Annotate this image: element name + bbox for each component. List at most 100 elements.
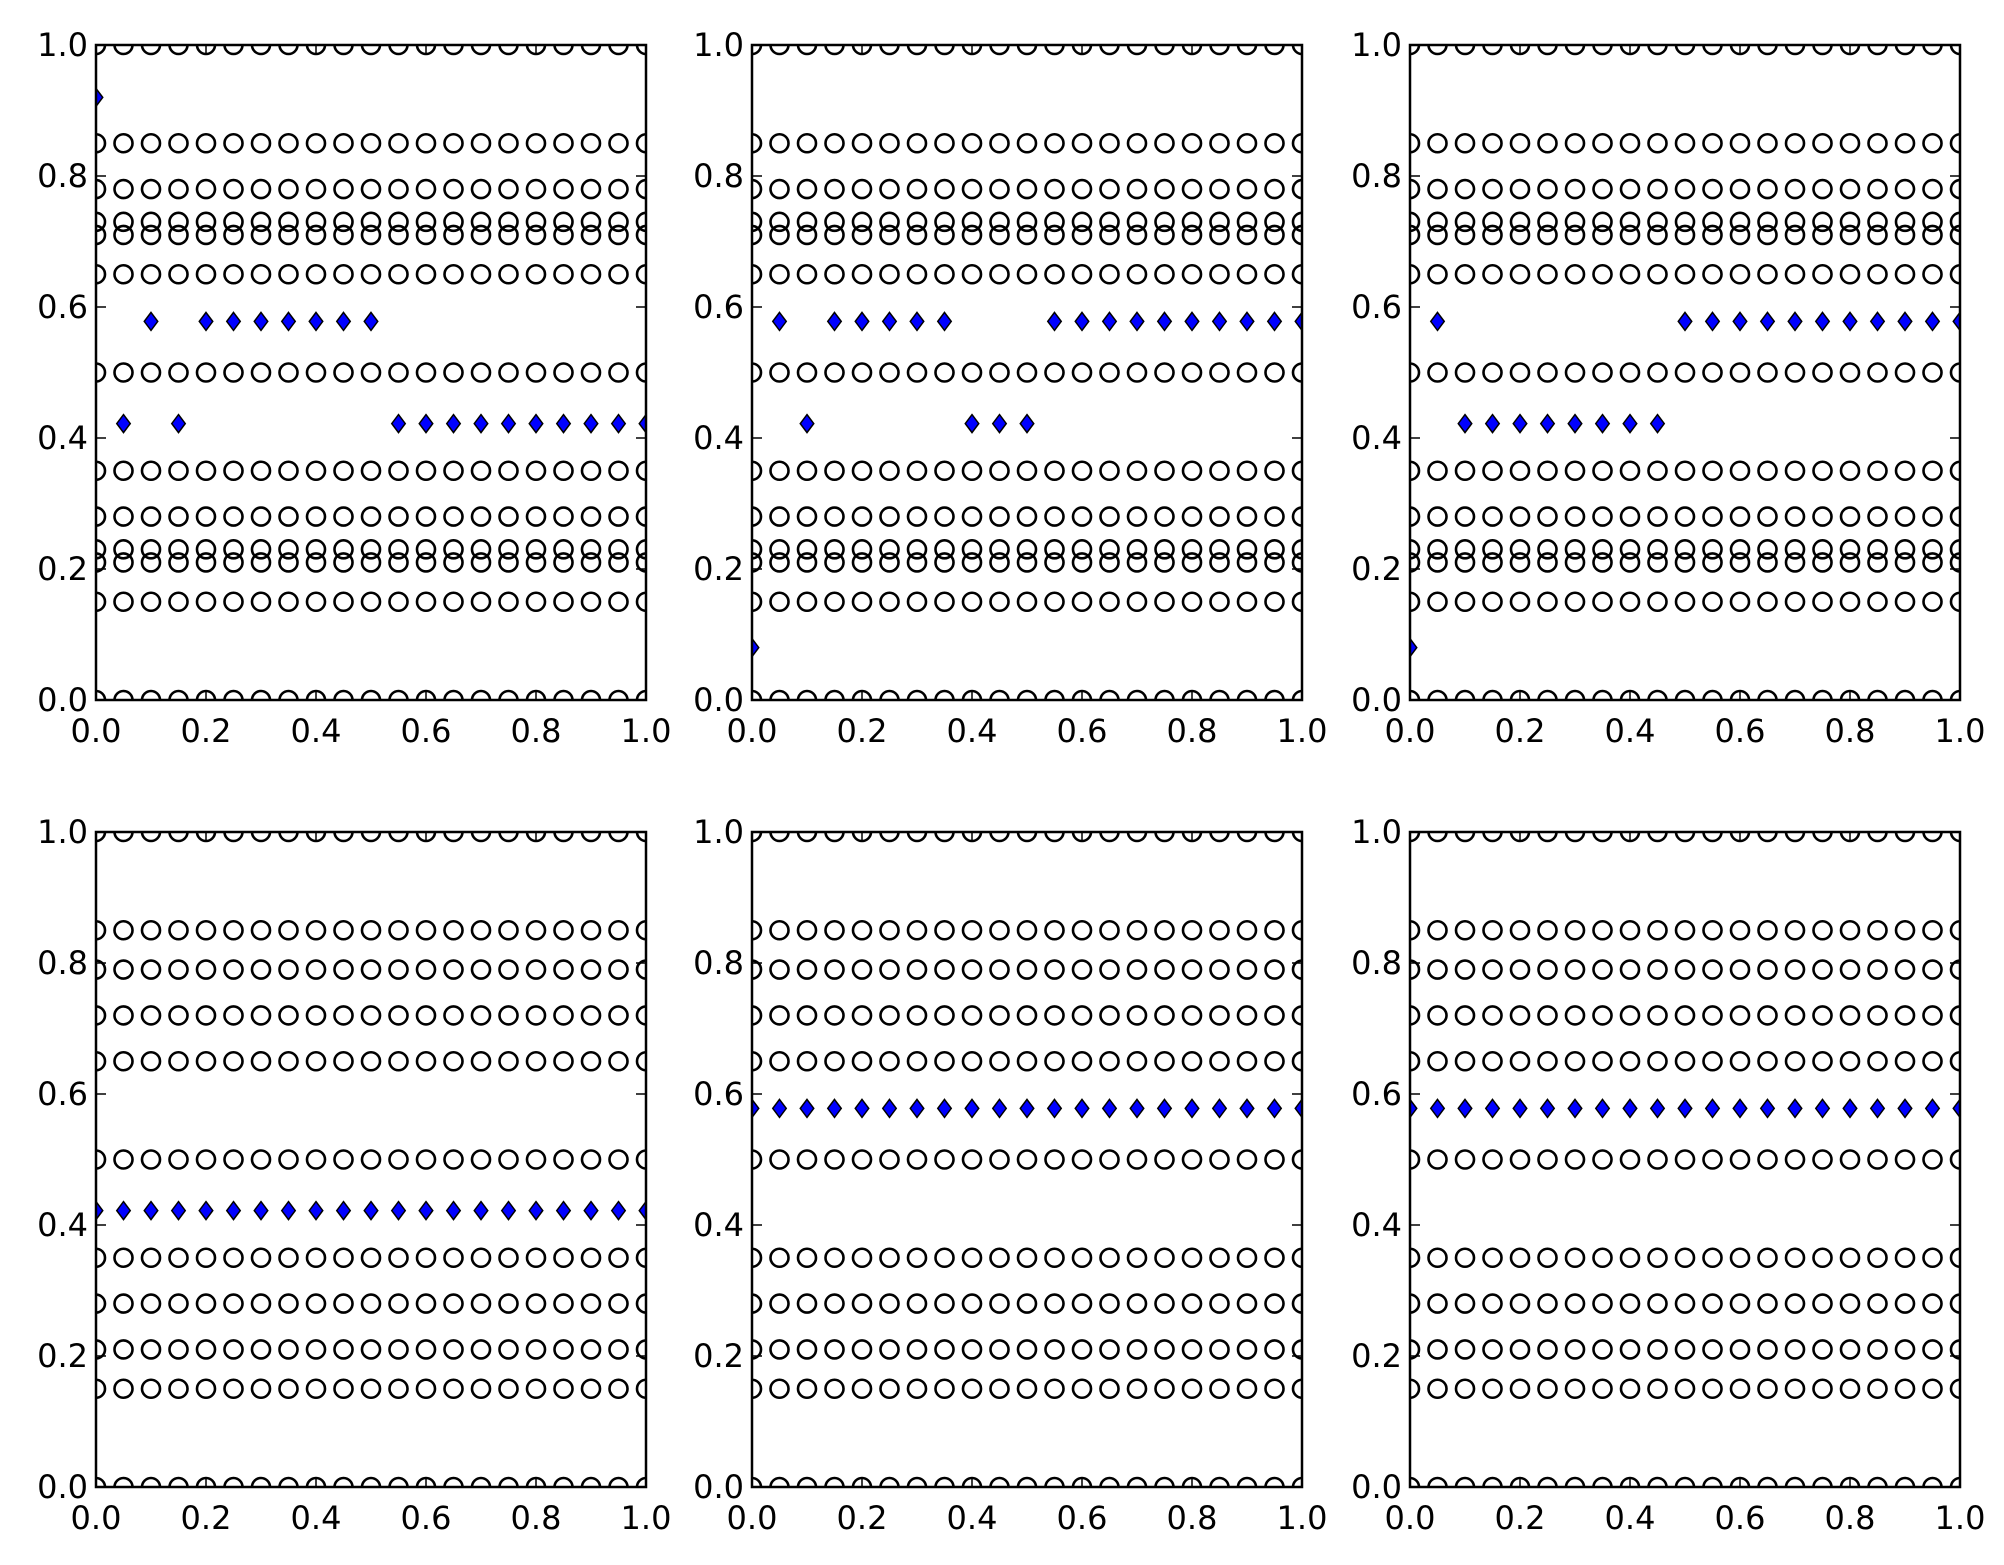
circle-point (796, 178, 818, 200)
circle-point (1454, 178, 1476, 200)
circle-point (113, 132, 134, 154)
circle-point (360, 1005, 382, 1026)
circle-point (1784, 263, 1806, 285)
x-tick-label: 0.8 (511, 1499, 562, 1537)
circle-point (1044, 362, 1065, 383)
circle-point (1674, 45, 1696, 56)
circle-point (989, 1476, 1010, 1487)
circle-point (553, 1339, 574, 1360)
circle-point (250, 1050, 272, 1072)
circle-point (1016, 45, 1038, 56)
circle-point (769, 1293, 790, 1314)
x-tick-label: 0.6 (1057, 1499, 1108, 1537)
circle-point (278, 1050, 299, 1072)
diamond-point (96, 1200, 104, 1221)
circle-point (1071, 211, 1093, 233)
circle-point (1922, 45, 1943, 56)
circle-point (989, 263, 1010, 285)
y-tick-label: 0.4 (1351, 1206, 1402, 1244)
circle-point (1619, 460, 1641, 482)
circle-point (1647, 460, 1668, 482)
circle-point (1812, 1247, 1833, 1269)
circle-point (195, 919, 217, 941)
circle-point (1044, 1247, 1065, 1269)
circle-point (1016, 178, 1038, 200)
circle-point (608, 460, 629, 482)
circle-point (333, 211, 354, 233)
circle-point (1757, 1005, 1778, 1026)
circle-point (1812, 959, 1833, 980)
circle-point (1922, 1378, 1943, 1400)
circle-point (961, 919, 983, 941)
circle-point (1647, 1050, 1668, 1072)
circle-point (195, 552, 217, 573)
circle-point (1537, 1293, 1558, 1314)
circle-point (168, 1339, 189, 1360)
circle-point (1071, 506, 1093, 527)
circle-point (1427, 211, 1448, 233)
circle-point (525, 460, 547, 482)
circle-point (608, 45, 629, 56)
circle-point (443, 1378, 464, 1400)
circle-point (388, 263, 409, 285)
circle-point (1181, 919, 1203, 941)
circle-point (1702, 132, 1723, 154)
circle-point (851, 1247, 873, 1269)
diamond-point (1019, 1098, 1035, 1119)
circle-point (250, 1005, 272, 1026)
circle-point (769, 919, 790, 941)
circle-point (796, 132, 818, 154)
circle-point (388, 460, 409, 482)
circle-point (470, 263, 492, 285)
plot-area (96, 832, 646, 1487)
circle-point (1454, 506, 1476, 527)
circle-point (1509, 362, 1531, 383)
circle-point (635, 552, 646, 573)
circle-point (1949, 1149, 1960, 1170)
circle-point (443, 1247, 464, 1269)
circle-point (1099, 1293, 1120, 1314)
diamond-point (1457, 1098, 1473, 1119)
circle-point (415, 362, 437, 383)
circle-point (1044, 506, 1065, 527)
circle-markers (752, 45, 1302, 700)
circle-point (796, 591, 818, 613)
circle-point (879, 1378, 900, 1400)
circle-point (1291, 959, 1302, 980)
circle-point (635, 132, 646, 154)
circle-point (1126, 224, 1148, 246)
circle-point (113, 1149, 134, 1170)
circle-point (608, 362, 629, 383)
circle-point (388, 959, 409, 980)
circle-point (415, 224, 437, 246)
circle-point (1537, 1247, 1558, 1269)
circle-point (1236, 832, 1258, 843)
circle-point (1564, 832, 1586, 843)
circle-point (360, 224, 382, 246)
y-tick-label: 0.8 (693, 157, 744, 195)
circle-point (1674, 460, 1696, 482)
circle-point (415, 178, 437, 200)
circle-point (1126, 460, 1148, 482)
circle-point (934, 132, 955, 154)
circle-point (961, 591, 983, 613)
circle-point (1181, 263, 1203, 285)
circle-point (769, 1050, 790, 1072)
circle-point (1674, 1050, 1696, 1072)
circle-point (635, 919, 646, 941)
circle-point (140, 1293, 162, 1314)
circle-point (1757, 689, 1778, 700)
circle-point (1674, 362, 1696, 383)
circle-point (1154, 1149, 1175, 1170)
diamond-point (1429, 311, 1446, 332)
circle-point (989, 591, 1010, 613)
circle-point (278, 959, 299, 980)
circle-point (752, 362, 763, 383)
diamond-point (1101, 311, 1118, 332)
circle-point (1812, 1293, 1833, 1314)
circle-point (1454, 45, 1476, 56)
circle-point (989, 1339, 1010, 1360)
circle-point (879, 689, 900, 700)
circle-point (608, 1476, 629, 1487)
circle-point (1647, 506, 1668, 527)
